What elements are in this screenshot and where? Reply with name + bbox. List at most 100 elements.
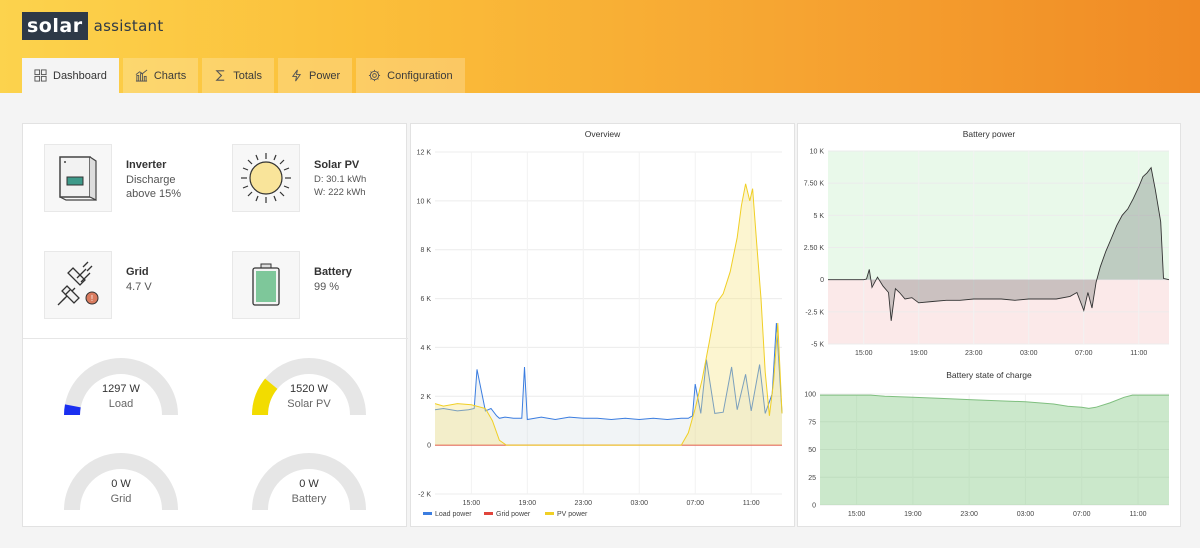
tab-charts[interactable]: Charts [122, 58, 199, 93]
logo-box: solar [22, 12, 88, 40]
app-logo[interactable]: solar assistant [22, 12, 164, 40]
battery-power-series-line-0 [828, 166, 1170, 321]
solar-pv-week: W: 222 kWh [314, 187, 366, 198]
battery-power-x-tick-label: 19:00 [910, 350, 928, 357]
nav-tabs: Dashboard Charts Totals Power Configurat… [22, 58, 465, 93]
overview-y-tick-label: 2 K [420, 394, 431, 401]
load-gauge-fill [64, 404, 81, 416]
inverter-icon [44, 144, 112, 212]
tab-label: Dashboard [53, 69, 107, 82]
solar-pv-gauge-label: Solar PV [287, 398, 331, 410]
battery-soc-y-tick-label: 75 [808, 419, 816, 426]
battery-power-series-area-0 [828, 167, 1169, 321]
overview-legend-label: Grid power [496, 511, 531, 518]
solar-pv-gauge-value: 1520 W [290, 383, 328, 395]
tab-label: Charts [153, 69, 187, 82]
battery-soc-y-tick-label: 100 [804, 392, 816, 399]
overview-y-tick-label: -2 K [418, 492, 431, 499]
overview-series-line-2 [434, 183, 783, 446]
solar-pv-card[interactable]: Solar PV D: 30.1 kWh W: 222 kWh [232, 144, 366, 212]
grid-gauge: 0 W Grid [56, 452, 186, 514]
sun-icon [232, 144, 300, 212]
tab-totals[interactable]: Totals [202, 58, 274, 93]
grid-gauge-label: Grid [110, 493, 132, 505]
battery-percent: 99 % [314, 281, 340, 293]
battery-soc-x-tick-label: 03:00 [1017, 511, 1035, 518]
battery-gauge: 0 W Battery [244, 452, 374, 514]
battery-charts[interactable]: 10 K 7.50 K 5 K 2.50 K 0 -2.5 K -5 K 15:00 19:00… [798, 124, 1182, 528]
plug-icon: ! [44, 251, 112, 319]
overview-legend-label: Load power [435, 511, 472, 518]
tab-configuration[interactable]: Configuration [356, 58, 465, 93]
battery-gauge-value: 0 W [299, 478, 319, 490]
solar-pv-gauge: 1520 W Solar PV [244, 357, 374, 419]
grid-gauge-arc [64, 453, 178, 511]
overview-x-tick-label: 15:00 [463, 500, 481, 507]
tab-dashboard[interactable]: Dashboard [22, 58, 119, 93]
solar-pv-gauge-arc [252, 358, 366, 416]
battery-soc-chart-title: Battery state of charge [946, 370, 1032, 380]
battery-soc-x-tick-label: 07:00 [1073, 511, 1091, 518]
overview-x-tick-label: 11:00 [743, 500, 760, 507]
overview-series-area-2 [435, 183, 782, 446]
inverter-card[interactable]: Inverter Discharge above 15% [44, 144, 181, 212]
battery-power-x-tick-label: 23:00 [965, 350, 983, 357]
logo-text: assistant [93, 17, 164, 35]
solar-pv-day: D: 30.1 kWh [314, 174, 367, 185]
tab-label: Totals [233, 69, 262, 82]
battery-gauge-arc [252, 453, 366, 511]
battery-soc-y-tick-label: 0 [812, 503, 816, 510]
battery-power-chart-title: Battery power [962, 129, 1016, 139]
tab-label: Power [308, 69, 341, 82]
sigma-icon [215, 70, 225, 81]
overview-legend-label: PV power [557, 511, 588, 518]
inverter-title: Inverter [126, 159, 167, 171]
load-gauge: 1297 W Load [56, 357, 186, 419]
grid-card[interactable]: ! Grid 4.7 V [44, 251, 152, 319]
battery-power-y-tick-label: 2.50 K [804, 245, 825, 252]
overview-y-tick-label: 0 [427, 443, 431, 450]
battery-soc-x-tick-label: 15:00 [848, 511, 866, 518]
overview-y-tick-label: 6 K [420, 296, 431, 303]
app-header: solar assistant Dashboard Charts Totals … [0, 0, 1200, 93]
battery-soc-x-tick-label: 23:00 [960, 511, 978, 518]
inverter-mode: Discharge [126, 174, 176, 186]
overview-series-line-0 [434, 322, 783, 421]
battery-power-x-tick-label: 15:00 [855, 350, 873, 357]
battery-power-x-tick-label: 11:00 [1130, 350, 1147, 357]
overview-x-tick-label: 07:00 [686, 500, 704, 507]
lightning-icon [291, 69, 302, 82]
overview-chart[interactable]: 12 K 10 K 8 K 6 K 4 K 2 K 0 -2 K 15:00 19:00 23:00… [411, 124, 796, 528]
battery-card[interactable]: Battery 99 % [232, 251, 352, 319]
load-gauge-track [64, 358, 178, 416]
battery-power-x-tick-label: 07:00 [1075, 350, 1093, 357]
battery-soc-series-line-0 [820, 394, 1169, 409]
inverter-mode-detail: above 15% [126, 188, 182, 200]
load-gauge-arc [64, 358, 178, 416]
load-gauge-label: Load [108, 398, 134, 410]
solar-pv-title: Solar PV [314, 159, 360, 171]
battery-soc-x-tick-label: 19:00 [904, 511, 922, 518]
battery-power-y-tick-label: 10 K [810, 149, 825, 156]
overview-chart-title: Overview [584, 129, 621, 139]
overview-x-tick-label: 23:00 [575, 500, 593, 507]
overview-legend-swatch [423, 512, 432, 515]
svg-text:!: ! [91, 294, 93, 303]
battery-gauge-label: Battery [291, 493, 327, 505]
overview-x-tick-label: 19:00 [519, 500, 537, 507]
battery-soc-series-area-0 [820, 395, 1169, 505]
battery-power-y-tick-label: -5 K [811, 342, 824, 349]
tab-power[interactable]: Power [277, 58, 353, 93]
overview-y-tick-label: 10 K [417, 198, 432, 205]
battery-soc-y-tick-label: 25 [808, 475, 816, 482]
battery-power-y-tick-label: -2.5 K [805, 309, 824, 316]
grid-gauge-value: 0 W [111, 478, 131, 490]
battery-chart-panel: Battery power Battery state of charge 10… [797, 123, 1181, 527]
battery-icon [232, 251, 300, 319]
divider [23, 338, 408, 339]
battery-gauge-track [252, 453, 366, 511]
grid-gauge-track [64, 453, 178, 511]
grid-voltage: 4.7 V [126, 281, 152, 293]
load-gauge-value: 1297 W [102, 383, 140, 395]
